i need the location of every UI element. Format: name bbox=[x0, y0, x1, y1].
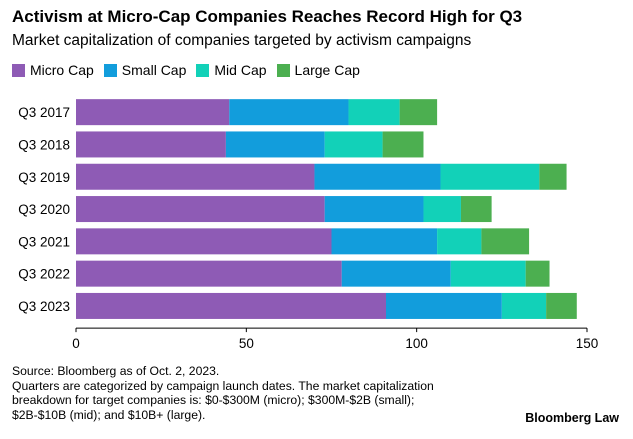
bar-mid-cap-q3-2019 bbox=[440, 163, 540, 190]
bar-large-cap-q3-2020 bbox=[460, 196, 492, 223]
x-tick-label-0: 0 bbox=[72, 336, 80, 351]
bar-large-cap-q3-2022 bbox=[525, 260, 550, 287]
bar-small-cap-q3-2023 bbox=[386, 292, 502, 319]
legend-label-small-cap: Small Cap bbox=[121, 62, 187, 78]
bar-micro-cap-q3-2020 bbox=[76, 196, 325, 223]
y-tick-label-q3-2021: Q3 2021 bbox=[18, 234, 70, 249]
bar-micro-cap-q3-2018 bbox=[76, 131, 226, 158]
y-tick-label-q3-2020: Q3 2020 bbox=[18, 202, 70, 217]
bar-small-cap-q3-2022 bbox=[341, 260, 451, 287]
methodology-note-line-3: $2B-$10B (mid); and $10B+ (large). bbox=[12, 407, 206, 422]
y-tick-label-q3-2017: Q3 2017 bbox=[18, 105, 70, 120]
y-tick-label-q3-2018: Q3 2018 bbox=[18, 137, 70, 152]
legend-label-micro-cap: Micro Cap bbox=[30, 62, 94, 78]
legend-swatch-large-cap bbox=[276, 63, 290, 77]
bar-micro-cap-q3-2022 bbox=[76, 260, 342, 287]
x-tick-label-50: 50 bbox=[239, 336, 254, 351]
bar-mid-cap-q3-2020 bbox=[423, 196, 461, 223]
bar-small-cap-q3-2017 bbox=[229, 99, 349, 126]
bar-large-cap-q3-2023 bbox=[546, 292, 577, 319]
legend-item-small-cap: Small Cap bbox=[103, 62, 187, 78]
footer-notes: Source: Bloomberg as of Oct. 2, 2023. Qu… bbox=[12, 364, 532, 422]
bar-micro-cap-q3-2019 bbox=[76, 163, 315, 190]
bar-mid-cap-q3-2022 bbox=[450, 260, 526, 287]
legend-swatch-small-cap bbox=[103, 63, 117, 77]
bar-small-cap-q3-2019 bbox=[314, 163, 441, 190]
bar-micro-cap-q3-2017 bbox=[76, 99, 230, 126]
y-tick-label-q3-2019: Q3 2019 bbox=[18, 170, 70, 185]
bar-large-cap-q3-2018 bbox=[382, 131, 424, 158]
y-tick-label-q3-2023: Q3 2023 bbox=[18, 299, 70, 314]
bar-small-cap-q3-2021 bbox=[331, 228, 438, 255]
chart-subtitle: Market capitalization of companies targe… bbox=[12, 32, 472, 49]
methodology-note-line-1: Quarters are categorized by campaign lau… bbox=[12, 378, 434, 393]
bar-large-cap-q3-2017 bbox=[399, 99, 438, 126]
legend-item-micro-cap: Micro Cap bbox=[12, 62, 94, 78]
legend-label-large-cap: Large Cap bbox=[294, 62, 360, 78]
bar-mid-cap-q3-2023 bbox=[501, 292, 547, 319]
bar-mid-cap-q3-2017 bbox=[348, 99, 400, 126]
legend: Micro Cap Small Cap Mid Cap Large Cap bbox=[12, 62, 370, 78]
bar-small-cap-q3-2020 bbox=[324, 196, 424, 223]
chart-title: Activism at Micro-Cap Companies Reaches … bbox=[12, 7, 523, 26]
bar-large-cap-q3-2019 bbox=[539, 163, 567, 190]
bar-mid-cap-q3-2018 bbox=[324, 131, 383, 158]
methodology-note-line-2: breakdown for target companies is: $0-$3… bbox=[12, 393, 415, 407]
bar-micro-cap-q3-2023 bbox=[76, 292, 387, 319]
brand-logo-text: Bloomberg Law bbox=[525, 411, 619, 425]
legend-label-mid-cap: Mid Cap bbox=[214, 62, 267, 78]
legend-item-mid-cap: Mid Cap bbox=[196, 62, 267, 78]
bar-small-cap-q3-2018 bbox=[225, 131, 325, 158]
stacked-bar-chart: Q3 2017 Q3 2018 Q3 2019 Q3 2020 Q3 2021 Q3 20… bbox=[18, 99, 599, 351]
y-tick-label-q3-2022: Q3 2022 bbox=[18, 267, 70, 282]
legend-swatch-mid-cap bbox=[196, 63, 210, 77]
bar-micro-cap-q3-2021 bbox=[76, 228, 332, 255]
x-tick-label-150: 150 bbox=[576, 336, 599, 351]
bar-mid-cap-q3-2021 bbox=[437, 228, 482, 255]
source-note: Source: Bloomberg as of Oct. 2, 2023. bbox=[12, 364, 220, 378]
legend-item-large-cap: Large Cap bbox=[276, 62, 360, 78]
x-tick-label-100: 100 bbox=[405, 336, 428, 351]
legend-swatch-micro-cap bbox=[12, 63, 25, 77]
bar-large-cap-q3-2021 bbox=[481, 228, 530, 255]
